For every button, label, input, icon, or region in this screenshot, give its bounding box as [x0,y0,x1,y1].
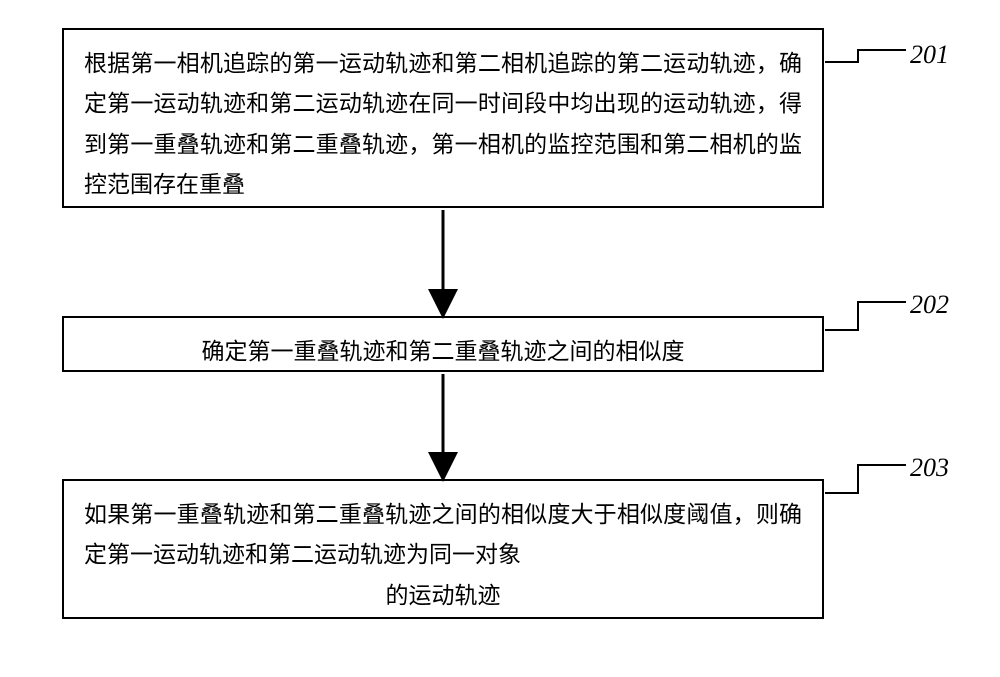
connector-203 [825,465,906,493]
connector-202 [825,302,906,330]
node-text: 根据第一相机追踪的第一运动轨迹和第二相机追踪的第二运动轨迹，确定第一运动轨迹和第… [84,51,802,197]
connector-201 [825,50,906,62]
node-label-203: 203 [910,453,949,483]
flowchart-node-202: 确定第一重叠轨迹和第二重叠轨迹之间的相似度 [62,316,824,372]
node-label-201: 201 [910,40,949,70]
flowchart-node-203: 如果第一重叠轨迹和第二重叠轨迹之间的相似度大于相似度阈值，则确定第一运动轨迹和第… [62,479,824,619]
flowchart-container: 根据第一相机追踪的第一运动轨迹和第二相机追踪的第二运动轨迹，确定第一运动轨迹和第… [0,0,1000,677]
node-text: 如果第一重叠轨迹和第二重叠轨迹之间的相似度大于相似度阈值，则确定第一运动轨迹和第… [84,502,802,616]
node-text: 确定第一重叠轨迹和第二重叠轨迹之间的相似度 [202,339,685,364]
flowchart-node-201: 根据第一相机追踪的第一运动轨迹和第二相机追踪的第二运动轨迹，确定第一运动轨迹和第… [62,28,824,208]
node-label-202: 202 [910,290,949,320]
